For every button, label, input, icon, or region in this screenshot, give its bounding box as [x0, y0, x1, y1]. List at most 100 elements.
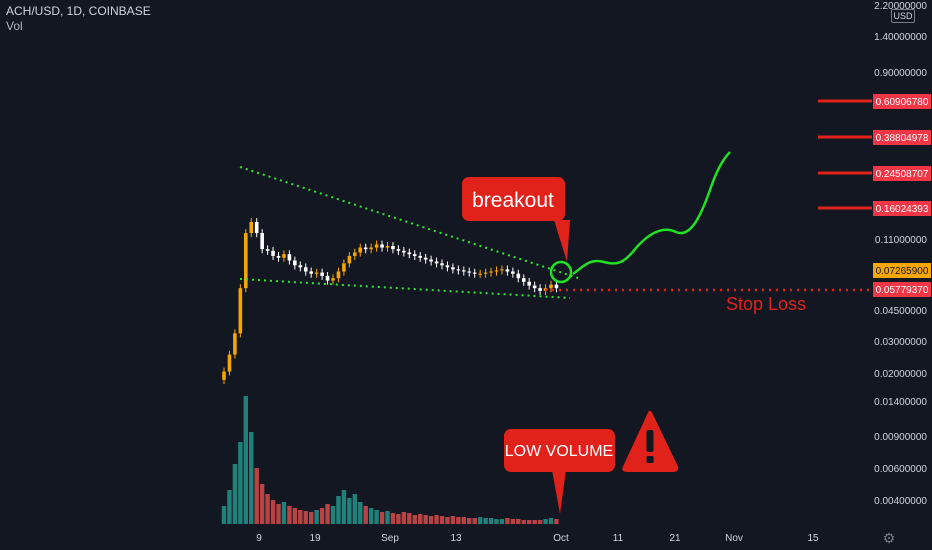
volume-bar	[510, 519, 516, 524]
candle-body	[500, 269, 504, 271]
volume-bar	[477, 517, 483, 524]
x-tick: 13	[450, 533, 462, 544]
candle-body	[472, 272, 477, 274]
volume-bar	[401, 512, 407, 524]
candle-body	[532, 285, 537, 289]
candle-body	[511, 271, 515, 274]
x-tick: 21	[669, 533, 681, 544]
x-tick: Oct	[553, 533, 569, 544]
candle-body	[489, 271, 493, 273]
volume-bar	[221, 506, 227, 524]
candle-body	[227, 354, 232, 372]
low-volume-label: LOW VOLUME	[505, 443, 613, 460]
candle-body	[254, 221, 259, 234]
stop-loss-label: Stop Loss	[726, 294, 806, 314]
x-tick: 11	[613, 533, 624, 544]
candle-body	[538, 288, 542, 291]
volume-bar	[281, 502, 287, 524]
volume-legend: Vol	[6, 19, 23, 33]
candle-body	[222, 371, 226, 380]
candle-body	[412, 254, 417, 256]
volume-bar	[450, 516, 456, 524]
candle-body	[260, 233, 264, 250]
svg-text:0.60906780: 0.60906780	[876, 97, 929, 108]
candle-body	[363, 247, 368, 250]
current-price-tag	[873, 263, 931, 278]
volume-bar	[554, 519, 559, 524]
y-tick: 0.02000000	[874, 369, 927, 380]
candle-body	[238, 288, 243, 334]
candle-body	[516, 273, 521, 279]
volume-bar	[270, 500, 276, 524]
svg-text:0.24508707: 0.24508707	[876, 169, 929, 180]
candle-body	[282, 254, 286, 258]
volume-bar	[428, 516, 434, 524]
breakout-callout: breakout	[462, 177, 570, 262]
x-tick: Sep	[381, 533, 399, 544]
y-tick: 0.90000000	[874, 68, 927, 79]
candle-body	[303, 267, 308, 272]
chart-header: ACH/USD, 1D, COINBASE Vol	[6, 4, 151, 34]
symbol-title: ACH/USD, 1D, COINBASE	[6, 4, 151, 18]
volume-bar	[488, 518, 494, 524]
candle-body	[521, 278, 526, 282]
candle-body	[391, 245, 395, 250]
volume-bar	[505, 518, 510, 524]
breakout-circle	[549, 260, 573, 284]
x-tick: 9	[256, 533, 262, 544]
volume-bar	[265, 494, 270, 524]
volume-bar	[379, 512, 385, 524]
svg-text:0.16024393: 0.16024393	[876, 204, 929, 215]
volume-bar	[472, 518, 477, 524]
volume-bar	[461, 517, 466, 524]
candles	[222, 218, 559, 384]
candle-body	[265, 249, 270, 251]
candle-body	[423, 257, 428, 260]
volume-bar	[548, 518, 554, 524]
volume-bars	[221, 396, 559, 524]
candle-body	[385, 245, 390, 248]
volume-bar	[543, 519, 548, 524]
candle-body	[418, 255, 422, 258]
candle-body	[462, 270, 466, 272]
y-tick: 0.04500000	[874, 306, 927, 317]
volume-bar	[232, 464, 238, 524]
y-tick: 0.00400000	[874, 496, 927, 507]
volume-bar	[358, 502, 363, 524]
volume-bar	[527, 520, 532, 524]
candle-body	[549, 284, 553, 289]
candle-body	[336, 271, 341, 279]
currency-badge[interactable]: USD	[891, 9, 915, 23]
volume-bar	[336, 496, 341, 524]
gear-icon[interactable]: ⚙	[882, 530, 896, 546]
volume-bar	[374, 510, 379, 524]
candle-body	[353, 252, 357, 256]
candle-body	[358, 247, 363, 253]
volume-bar	[499, 519, 505, 524]
breakout-label: breakout	[472, 189, 554, 212]
candle-body	[554, 284, 559, 289]
candle-body	[483, 272, 488, 274]
y-tick: 2.20000000	[874, 1, 927, 12]
svg-text:0.38804978: 0.38804978	[876, 133, 929, 144]
volume-bar	[298, 510, 303, 524]
stop-price-tag	[873, 282, 931, 297]
volume-bar	[434, 515, 439, 524]
volume-bar	[259, 484, 265, 524]
volume-bar	[418, 514, 423, 524]
y-tick: 0.00900000	[874, 432, 927, 443]
volume-bar	[352, 494, 357, 524]
candle-body	[325, 275, 330, 281]
volume-bar	[516, 519, 521, 524]
volume-bar	[249, 432, 254, 524]
volume-bar	[467, 518, 472, 524]
wedge-lower-line	[239, 278, 571, 299]
candle-body	[467, 271, 472, 273]
volume-bar	[537, 520, 543, 524]
volume-bar	[319, 508, 325, 524]
x-tick: 15	[807, 533, 819, 544]
candle-body	[456, 269, 461, 271]
candle-body	[527, 281, 531, 286]
candle-body	[233, 333, 237, 355]
